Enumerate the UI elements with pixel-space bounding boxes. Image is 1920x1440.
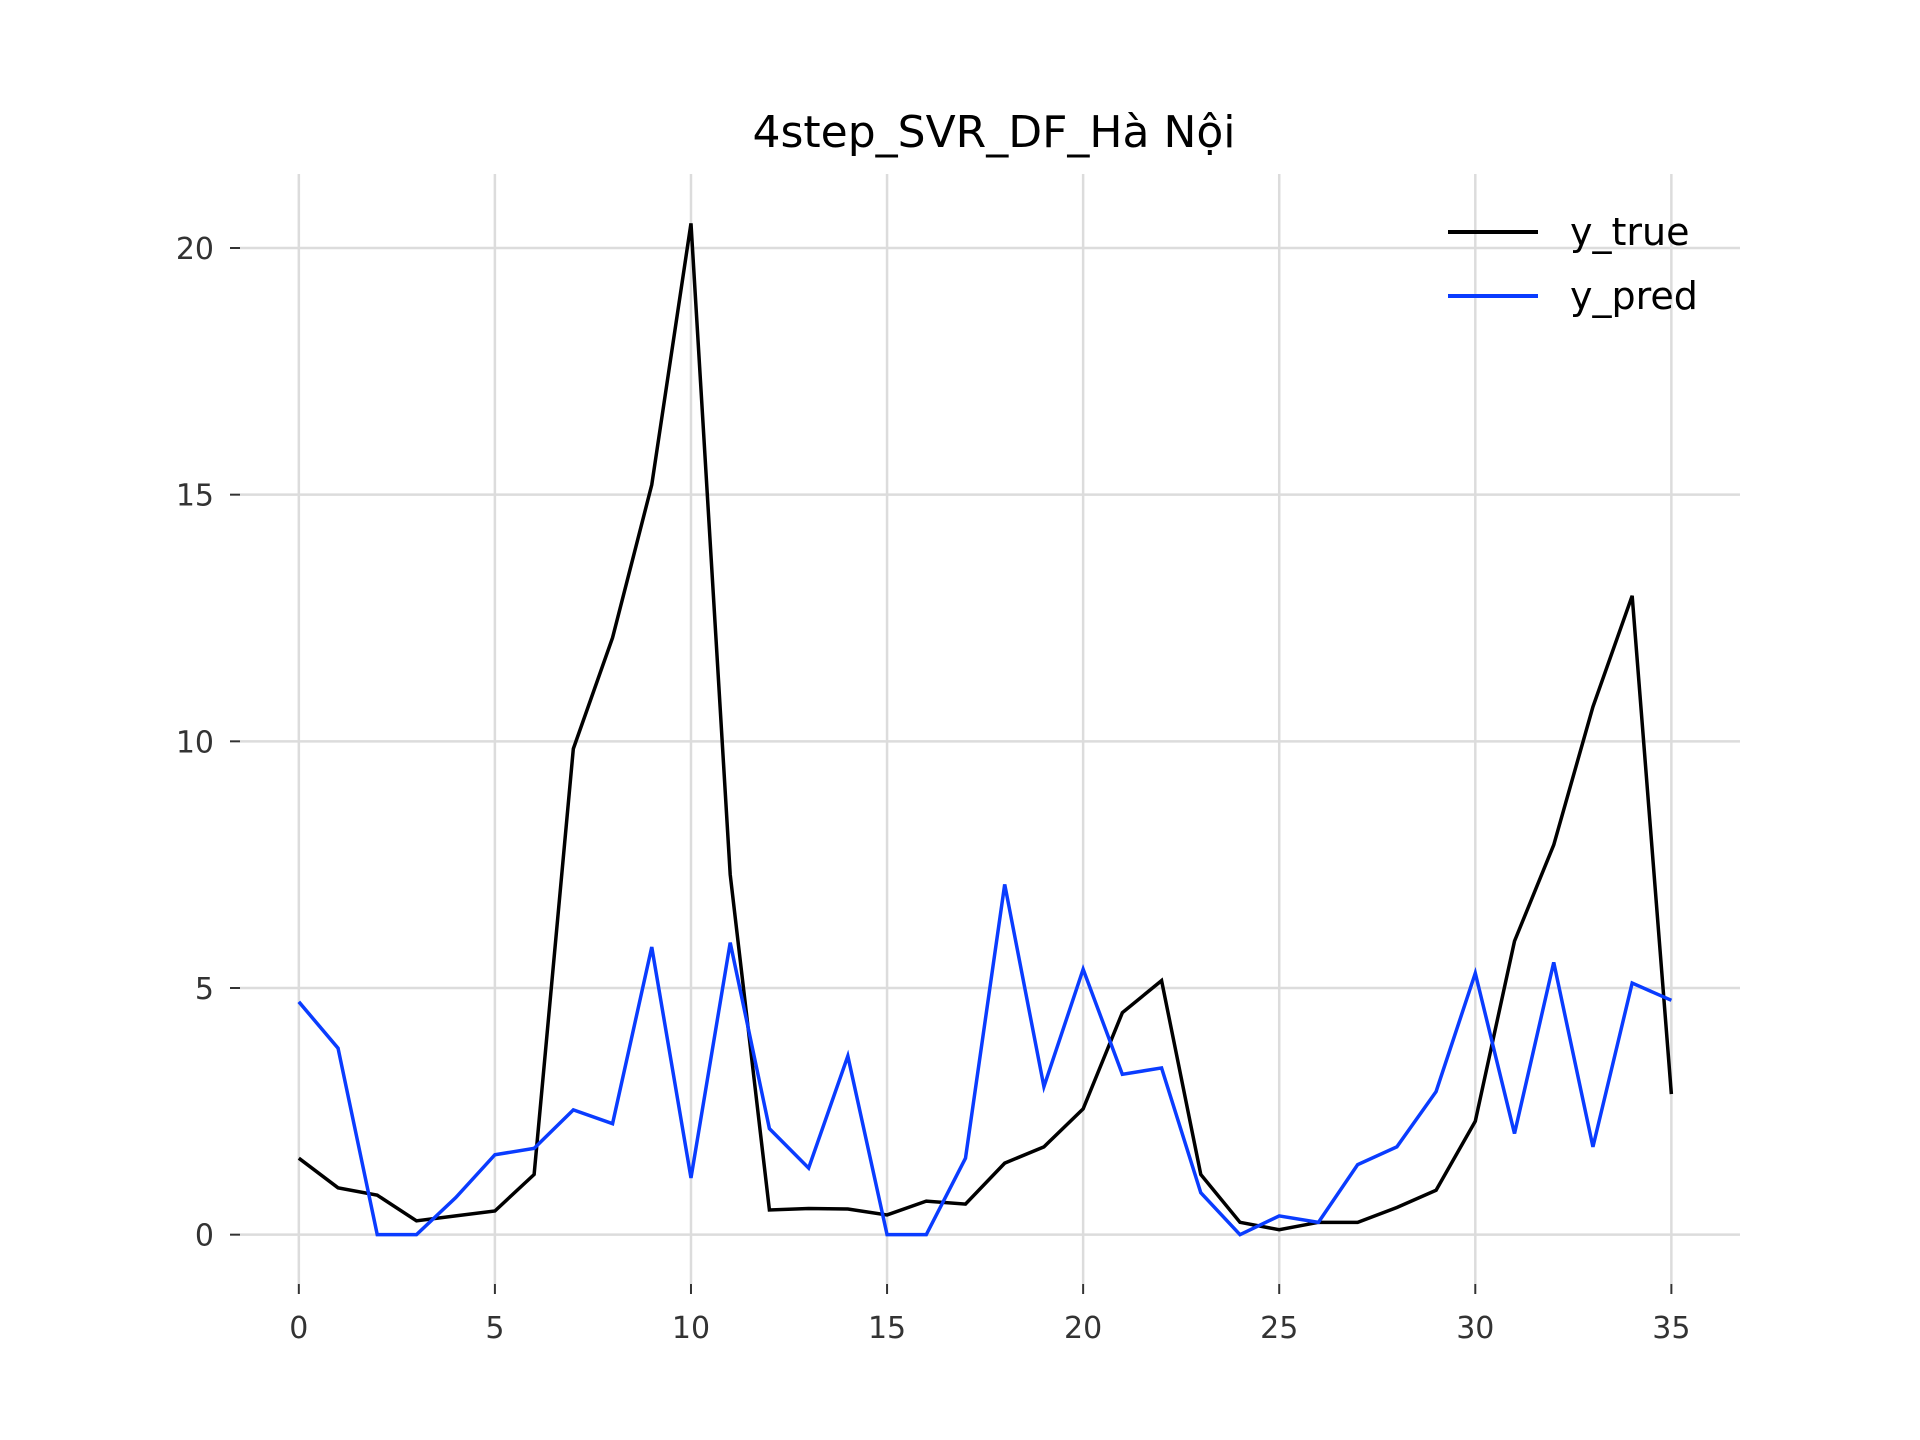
x-tick-label: 25 bbox=[1260, 1311, 1298, 1346]
series-lines bbox=[297, 223, 1674, 1237]
legend: y_true y_pred bbox=[1448, 210, 1698, 318]
y-tick-label: 5 bbox=[195, 972, 214, 1007]
x-tick-label: 10 bbox=[672, 1311, 710, 1346]
legend-label: y_pred bbox=[1570, 274, 1698, 318]
y-tick-label: 20 bbox=[176, 232, 214, 267]
x-tick-label: 20 bbox=[1064, 1311, 1102, 1346]
series-line-y-true bbox=[297, 223, 1674, 1232]
chart-title: 4step_SVR_DF_Hà Nội bbox=[752, 107, 1235, 158]
y-tick-label: 0 bbox=[195, 1219, 214, 1254]
series-line-y-pred bbox=[297, 884, 1673, 1237]
x-tick-label: 0 bbox=[289, 1311, 308, 1346]
x-tick-label: 35 bbox=[1652, 1311, 1690, 1346]
y-tick-label: 15 bbox=[176, 479, 214, 514]
legend-label: y_true bbox=[1570, 210, 1689, 254]
x-tick-label: 15 bbox=[868, 1311, 906, 1346]
grid bbox=[240, 174, 1740, 1284]
y-tick-label: 10 bbox=[176, 725, 214, 760]
x-tick-label: 5 bbox=[485, 1311, 504, 1346]
axis-ticks: 0 5 10 15 20 25 30 35 0 5 10 15 20 bbox=[176, 232, 1691, 1346]
x-tick-label: 30 bbox=[1456, 1311, 1494, 1346]
